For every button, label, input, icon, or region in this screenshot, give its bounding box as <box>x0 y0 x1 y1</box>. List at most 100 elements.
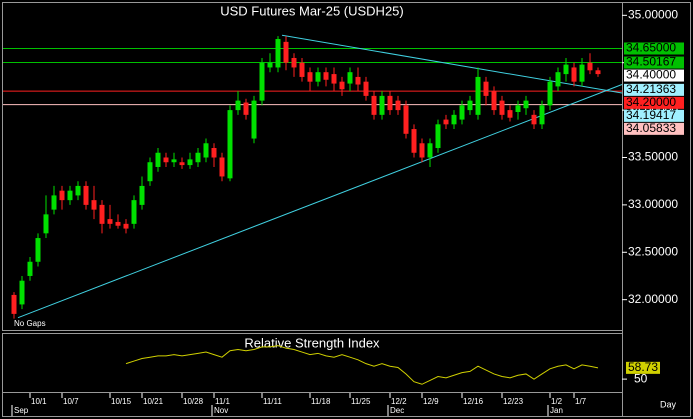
candle-body <box>363 81 369 96</box>
chart-title: USD Futures Mar-25 (USDH25) <box>220 3 404 18</box>
candle-body <box>435 124 441 149</box>
candle-body <box>331 74 337 84</box>
candle-body <box>475 76 481 115</box>
candle-body <box>51 195 57 210</box>
rsi-last-label: 58.73 <box>628 360 658 374</box>
price-label: 34.21363 <box>626 82 676 96</box>
candle-body <box>131 200 137 224</box>
candle-body <box>299 62 305 77</box>
price-label: 34.50167 <box>626 55 676 69</box>
y-tick-label: 35.00000 <box>628 7 678 21</box>
x-tick-label: 12/9 <box>423 397 439 406</box>
candle-body <box>571 67 577 82</box>
candle-body <box>387 95 393 111</box>
candle-body <box>251 100 257 139</box>
candle-body <box>483 81 489 96</box>
candle-body <box>347 72 353 84</box>
candle-body <box>459 105 465 120</box>
candle-body <box>203 143 209 158</box>
candle-body <box>323 72 329 80</box>
candle-body <box>267 62 273 68</box>
candle-body <box>163 157 169 163</box>
candle-body <box>283 41 289 63</box>
candle-body <box>187 159 193 166</box>
candle-body <box>595 70 601 75</box>
candle-body <box>539 105 545 125</box>
note: No Gaps <box>14 319 46 328</box>
y-tick-label: 32.00000 <box>628 292 678 306</box>
x-unit: Day <box>660 399 677 409</box>
candle-body <box>147 162 153 182</box>
candle-body <box>99 204 105 224</box>
trendline <box>281 34 623 94</box>
candle-body <box>195 152 201 163</box>
candle-body <box>291 57 297 68</box>
candle-body <box>219 157 225 177</box>
candle-body <box>467 100 473 111</box>
x-tick-label: 11/18 <box>311 397 331 406</box>
candle-body <box>491 91 497 111</box>
candle-body <box>171 159 177 163</box>
candle-body <box>403 105 409 134</box>
candle-body <box>67 190 73 201</box>
candle-body <box>307 72 313 82</box>
candle-body <box>243 102 249 115</box>
price-label: 34.05833 <box>626 121 676 135</box>
price-label-box <box>624 109 684 122</box>
rsi-tick-label: 50 <box>634 371 648 385</box>
candle-body <box>523 100 529 109</box>
candle-body <box>315 72 321 82</box>
x-tick-label: 12/2 <box>391 397 407 406</box>
y-tick-label: 33.50000 <box>628 150 678 164</box>
x-tick-label: 10/1 <box>31 397 47 406</box>
x-tick-label: 1/7 <box>575 397 587 406</box>
candle-body <box>19 280 25 305</box>
candle-body <box>507 110 513 118</box>
month-label: Dec <box>390 406 404 415</box>
candle-body <box>139 185 145 205</box>
price-label-box <box>624 42 684 55</box>
candle-body <box>395 100 401 111</box>
candle-body <box>555 72 561 87</box>
x-tick-label: 12/23 <box>503 397 524 406</box>
candle-body <box>515 105 521 112</box>
price-label: 34.40000 <box>626 68 676 82</box>
x-tick-label: 11/11 <box>263 397 282 406</box>
candle-body <box>11 294 17 314</box>
price-label-box <box>624 96 684 109</box>
candle-body <box>427 143 433 158</box>
candle-body <box>587 62 593 71</box>
x-tick-label: 10/15 <box>111 397 132 406</box>
candle-body <box>339 81 345 90</box>
candle-body <box>451 114 457 125</box>
candle-body <box>235 100 241 111</box>
candle-body <box>179 162 185 166</box>
candle-body <box>115 221 121 226</box>
price-label-box <box>624 69 684 82</box>
candle-body <box>379 95 385 115</box>
y-tick-label: 33.00000 <box>628 197 678 211</box>
price-label: 34.20000 <box>626 95 676 109</box>
candle-body <box>83 185 89 205</box>
x-tick-label: 10/28 <box>183 397 204 406</box>
candle-body <box>123 223 129 229</box>
candle-body <box>43 214 49 234</box>
x-tick-label: 11/1 <box>215 397 231 406</box>
trendline <box>17 84 623 319</box>
price-label-box <box>624 122 684 135</box>
candle-body <box>411 129 417 153</box>
candle-body <box>371 95 377 115</box>
candle-body <box>443 119 449 125</box>
rsi-last-box <box>626 361 660 374</box>
candle-body <box>547 81 553 106</box>
x-tick-label: 1/2 <box>551 397 563 406</box>
price-label: 34.65000 <box>626 41 676 55</box>
candle-body <box>27 261 33 276</box>
month-label: Nov <box>214 406 228 415</box>
x-tick-label: 12/16 <box>463 397 484 406</box>
candle-body <box>499 100 505 115</box>
candle-body <box>355 76 361 85</box>
y-tick-label: 32.50000 <box>628 244 678 258</box>
candle-body <box>75 185 81 196</box>
